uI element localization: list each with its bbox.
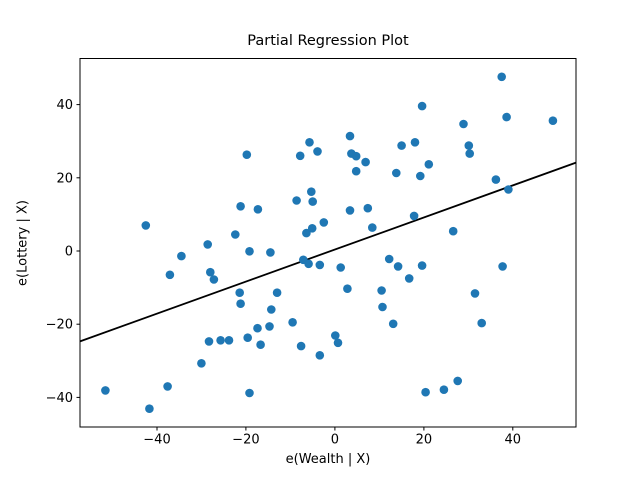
scatter-point [343,284,352,294]
scatter-point [502,112,511,122]
scatter-point [242,150,252,159]
scatter-point [333,338,343,348]
scatter-point [245,388,254,398]
scatter-point [265,322,274,331]
x-tick-label: −40 [143,433,170,448]
scatter-point [363,203,373,213]
scatter-point [256,340,265,350]
chart-title: Partial Regression Plot [247,33,409,49]
scatter-point [448,226,458,236]
scatter-point [209,275,219,284]
scatter-point [288,318,297,327]
scatter-point [253,205,263,214]
y-tick-label: −40 [46,391,73,406]
scatter-point [267,305,276,314]
scatter-point [477,318,487,328]
scatter-point [465,149,475,158]
plot-frame [79,58,577,428]
scatter-point [197,359,206,368]
scatter-point [304,259,313,269]
scatter-point [377,286,386,295]
scatter-point [397,141,406,150]
scatter-point [464,141,474,150]
scatter-point [361,157,370,167]
scatter-point [165,270,175,280]
scatter-point [224,336,234,345]
scatter-point [470,289,480,298]
scatter-point [368,223,377,232]
x-tick-label: −20 [232,433,259,448]
scatter-point [315,351,325,360]
y-tick-label: 0 [65,245,73,260]
scatter-point [384,254,394,264]
scatter-point [498,262,507,271]
scatter-point [305,138,314,147]
scatter-point [307,187,316,196]
scatter-point [302,228,311,238]
y-tick-label: −20 [46,318,73,333]
y-tick-label: 40 [56,98,73,113]
regression-line [79,161,577,343]
scatter-point [163,382,172,391]
x-tick-label: 0 [331,433,339,448]
scatter-point [388,319,398,329]
scatter-point [417,261,427,270]
scatter-point [497,72,507,82]
scatter-point [313,147,322,156]
scatter-point [295,151,305,161]
scatter-point [410,138,420,147]
scatter-point [548,116,558,125]
scatter-point [177,251,186,261]
scatter-point [393,262,403,271]
scatter-point [409,211,419,221]
scatter-point [319,218,329,227]
scatter-point [236,202,245,211]
scatter-point [345,206,355,215]
scatter-point [231,230,240,239]
scatter-point [307,224,317,233]
scatter-point [392,168,401,178]
scatter-point [235,288,244,298]
scatter-point [296,341,306,351]
x-tick-label: 20 [416,433,433,448]
scatter-point [141,221,151,230]
scatter-point [491,175,501,184]
scatter-point [101,386,110,395]
scatter-point [236,299,245,309]
scatter-point [292,196,301,205]
scatter-point [308,197,318,206]
scatter-point [216,336,225,345]
scatter-point [416,171,425,181]
scatter-point [378,302,387,312]
scatter-point [404,274,414,283]
y-axis-label: e(Lottery | X) [15,200,31,286]
scatter-point [424,160,434,169]
scatter-point [315,260,325,270]
x-tick-label: 40 [505,433,522,448]
scatter-point [345,131,355,141]
scatter-point [245,247,254,256]
scatter-point [243,333,252,343]
scatter-point [331,331,340,340]
scatter-point [504,185,513,194]
scatter-point [204,337,214,346]
scatter-point [453,376,463,386]
scatter-point [336,263,346,272]
scatter-point [206,267,215,277]
scatter-point [272,288,282,298]
scatter-point [203,240,212,249]
scatter-point [351,151,361,161]
scatter-point [266,248,275,257]
y-tick-label: 20 [56,171,73,186]
x-axis-label: e(Wealth | X) [285,452,371,467]
scatter-point [459,119,468,129]
scatter-point [421,387,430,397]
scatter-point [439,385,449,395]
scatter-point [417,101,427,111]
scatter-point [253,323,262,333]
scatter-point [145,404,154,414]
scatter-point [351,166,361,176]
